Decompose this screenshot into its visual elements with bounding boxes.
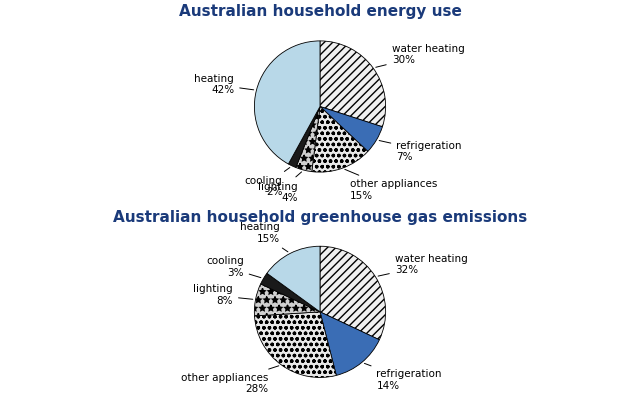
Wedge shape bbox=[267, 246, 320, 312]
Text: heating
15%: heating 15% bbox=[240, 222, 288, 252]
Text: lighting
4%: lighting 4% bbox=[259, 172, 301, 203]
Text: heating
42%: heating 42% bbox=[195, 74, 253, 95]
Text: lighting
8%: lighting 8% bbox=[193, 284, 253, 306]
Text: refrigeration
14%: refrigeration 14% bbox=[364, 363, 442, 391]
Text: cooling
3%: cooling 3% bbox=[206, 256, 261, 278]
Wedge shape bbox=[320, 246, 386, 340]
Title: Australian household energy use: Australian household energy use bbox=[179, 4, 461, 19]
Text: other appliances
15%: other appliances 15% bbox=[345, 169, 437, 201]
Wedge shape bbox=[312, 106, 368, 172]
Wedge shape bbox=[296, 106, 320, 172]
Title: Australian household greenhouse gas emissions: Australian household greenhouse gas emis… bbox=[113, 210, 527, 224]
Wedge shape bbox=[254, 284, 320, 316]
Wedge shape bbox=[255, 312, 336, 378]
Text: cooling
2%: cooling 2% bbox=[244, 168, 290, 198]
Text: water heating
30%: water heating 30% bbox=[376, 44, 465, 67]
Wedge shape bbox=[289, 106, 320, 168]
Text: water heating
32%: water heating 32% bbox=[378, 254, 468, 276]
Wedge shape bbox=[320, 312, 380, 376]
Wedge shape bbox=[320, 41, 386, 127]
Text: refrigeration
7%: refrigeration 7% bbox=[379, 140, 461, 162]
Text: other appliances
28%: other appliances 28% bbox=[180, 366, 279, 394]
Wedge shape bbox=[254, 41, 320, 164]
Wedge shape bbox=[260, 273, 320, 312]
Wedge shape bbox=[320, 106, 383, 152]
